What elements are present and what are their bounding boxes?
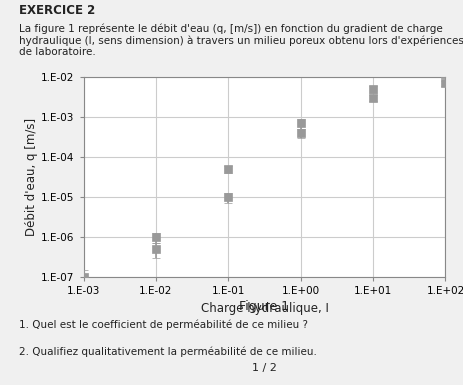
Text: 2. Qualifiez qualitativement la perméabilité de ce milieu.: 2. Qualifiez qualitativement la perméabi…	[19, 346, 316, 357]
Y-axis label: Débit d'eau, q [m/s]: Débit d'eau, q [m/s]	[25, 118, 38, 236]
Text: 1 / 2: 1 / 2	[251, 363, 276, 373]
Text: La figure 1 représente le débit d'eau (q, [m/s]) en fonction du gradient de char: La figure 1 représente le débit d'eau (q…	[19, 23, 463, 57]
Text: Figure 1: Figure 1	[239, 300, 289, 313]
Text: 1. Quel est le coefficient de perméabilité de ce milieu ?: 1. Quel est le coefficient de perméabili…	[19, 320, 307, 330]
X-axis label: Charge hydraulique, I: Charge hydraulique, I	[200, 302, 328, 315]
Text: EXERCICE 2: EXERCICE 2	[19, 4, 94, 17]
